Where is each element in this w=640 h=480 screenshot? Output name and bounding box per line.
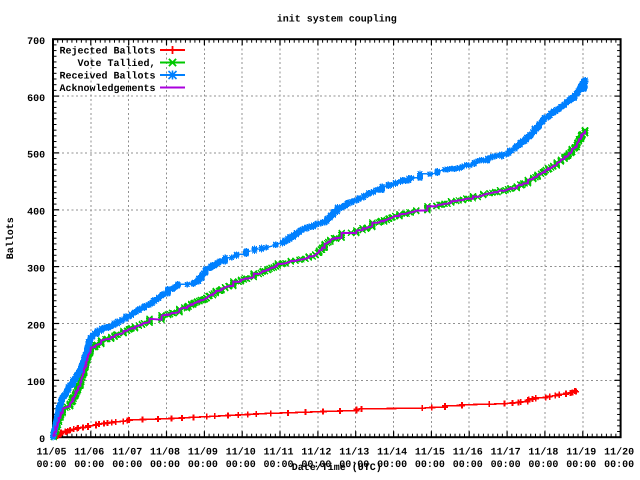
svg-text:11/06: 11/06 (74, 447, 104, 459)
svg-text:00:00: 00:00 (528, 460, 558, 471)
svg-text:00:00: 00:00 (339, 460, 369, 471)
svg-text:11/15: 11/15 (415, 447, 445, 459)
svg-text:00:00: 00:00 (112, 460, 142, 471)
svg-text:00:00: 00:00 (150, 460, 180, 471)
svg-text:Ballots: Ballots (5, 217, 17, 259)
svg-text:600: 600 (27, 94, 45, 105)
svg-text:Received Ballots: Received Ballots (59, 71, 155, 83)
svg-text:00:00: 00:00 (491, 460, 521, 471)
svg-text:Date/Time (UTC): Date/Time (UTC) (292, 462, 382, 474)
svg-text:500: 500 (27, 151, 45, 162)
svg-text:11/11: 11/11 (263, 447, 293, 459)
svg-text:00:00: 00:00 (453, 460, 483, 471)
svg-text:Vote Tallied,: Vote Tallied, (77, 58, 155, 70)
svg-text:11/10: 11/10 (226, 447, 256, 459)
svg-text:00:00: 00:00 (604, 460, 634, 471)
svg-text:400: 400 (27, 208, 45, 219)
svg-text:11/07: 11/07 (112, 447, 142, 459)
svg-text:11/13: 11/13 (339, 447, 369, 459)
svg-text:700: 700 (27, 37, 45, 48)
svg-text:11/16: 11/16 (453, 447, 483, 459)
svg-text:100: 100 (27, 378, 45, 389)
svg-text:00:00: 00:00 (263, 460, 293, 471)
svg-text:11/18: 11/18 (528, 447, 558, 459)
svg-text:11/19: 11/19 (566, 447, 596, 459)
svg-text:00:00: 00:00 (415, 460, 445, 471)
svg-text:11/09: 11/09 (188, 447, 218, 459)
svg-text:init system coupling: init system coupling (277, 14, 397, 26)
svg-text:Acknowledgements: Acknowledgements (59, 83, 155, 95)
svg-text:00:00: 00:00 (36, 460, 66, 471)
svg-text:00:00: 00:00 (301, 460, 331, 471)
svg-text:11/17: 11/17 (491, 447, 521, 459)
svg-text:11/08: 11/08 (150, 447, 180, 459)
svg-text:0: 0 (39, 435, 45, 446)
svg-text:Rejected Ballots: Rejected Ballots (59, 46, 155, 58)
svg-text:00:00: 00:00 (188, 460, 218, 471)
svg-text:00:00: 00:00 (566, 460, 596, 471)
svg-text:00:00: 00:00 (377, 460, 407, 471)
svg-text:11/12: 11/12 (301, 447, 331, 459)
svg-text:300: 300 (27, 264, 45, 275)
svg-text:11/05: 11/05 (36, 447, 66, 459)
svg-text:200: 200 (27, 321, 45, 332)
svg-text:11/20: 11/20 (604, 447, 634, 459)
svg-text:00:00: 00:00 (74, 460, 104, 471)
svg-text:11/14: 11/14 (377, 447, 407, 459)
svg-text:00:00: 00:00 (226, 460, 256, 471)
